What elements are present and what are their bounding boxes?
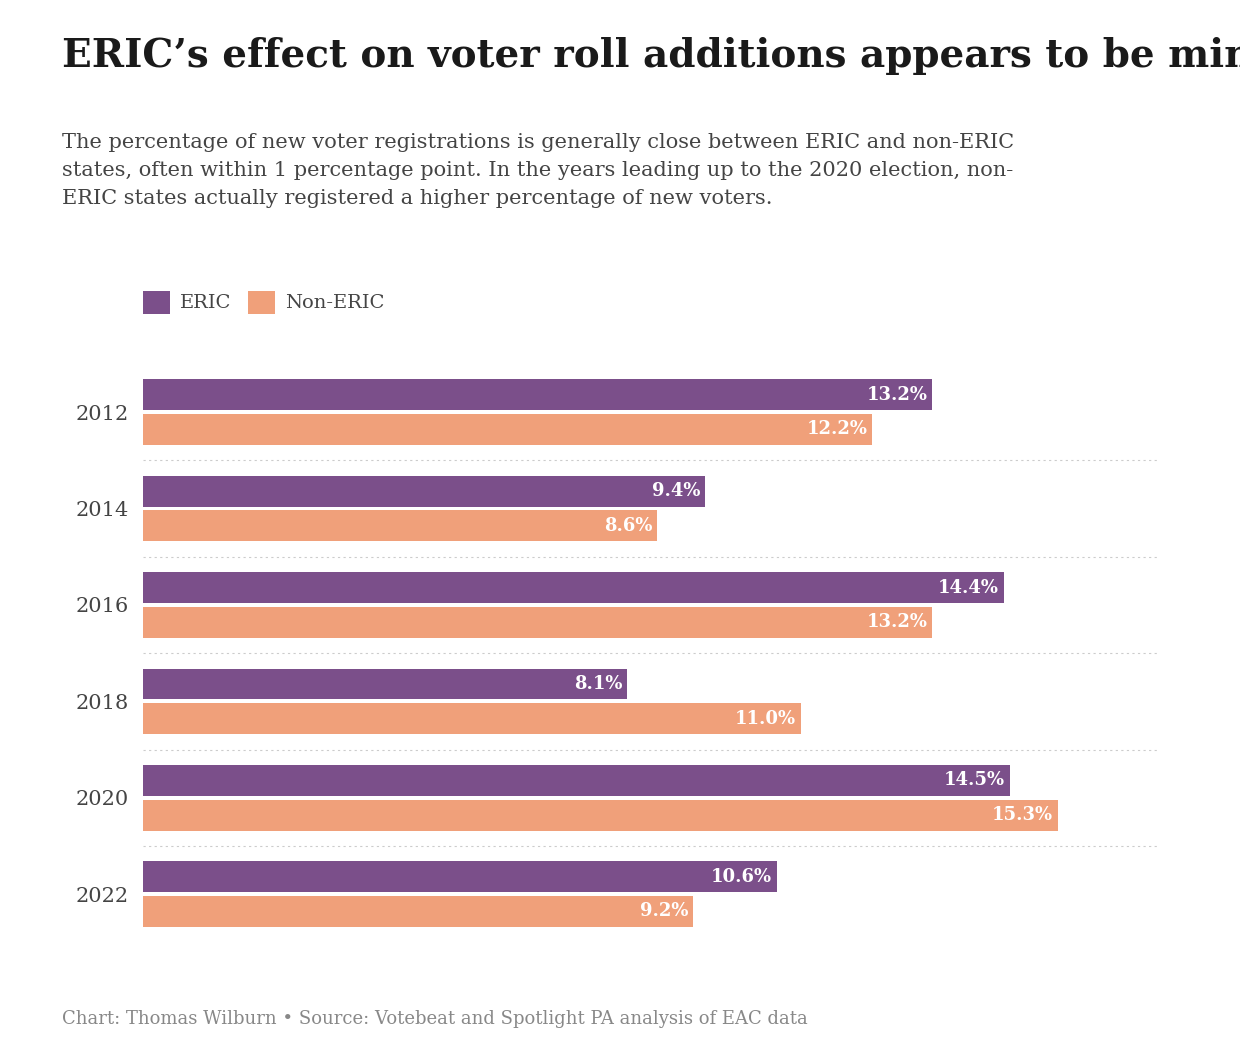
Bar: [143, 572, 1004, 603]
Text: 9.2%: 9.2%: [640, 903, 688, 921]
Text: 12.2%: 12.2%: [806, 421, 868, 439]
Bar: [143, 765, 1009, 795]
Text: 9.4%: 9.4%: [651, 482, 701, 500]
Bar: [143, 896, 693, 927]
Text: ERIC: ERIC: [180, 294, 231, 311]
Bar: [143, 703, 801, 734]
Text: The percentage of new voter registrations is generally close between ERIC and no: The percentage of new voter registration…: [62, 133, 1014, 208]
Text: 11.0%: 11.0%: [734, 709, 796, 727]
Bar: [143, 476, 704, 507]
Text: 10.6%: 10.6%: [711, 868, 771, 886]
Bar: [143, 291, 170, 314]
Text: 13.2%: 13.2%: [867, 386, 928, 404]
Text: 15.3%: 15.3%: [992, 806, 1053, 824]
Text: 8.6%: 8.6%: [604, 517, 652, 535]
Text: Non-ERIC: Non-ERIC: [285, 294, 384, 311]
Text: ERIC’s effect on voter roll additions appears to be minimal: ERIC’s effect on voter roll additions ap…: [62, 37, 1240, 75]
Bar: [143, 800, 1058, 830]
Bar: [143, 669, 627, 700]
Bar: [143, 414, 872, 445]
Bar: [143, 606, 932, 637]
Text: 14.4%: 14.4%: [939, 579, 999, 597]
Text: 14.5%: 14.5%: [944, 771, 1006, 789]
Text: 13.2%: 13.2%: [867, 613, 928, 631]
Text: 8.1%: 8.1%: [574, 675, 622, 693]
Bar: [248, 291, 275, 314]
Bar: [143, 379, 932, 410]
Text: Chart: Thomas Wilburn • Source: Votebeat and Spotlight PA analysis of EAC data: Chart: Thomas Wilburn • Source: Votebeat…: [62, 1010, 807, 1028]
Bar: [143, 511, 657, 542]
Bar: [143, 861, 776, 892]
